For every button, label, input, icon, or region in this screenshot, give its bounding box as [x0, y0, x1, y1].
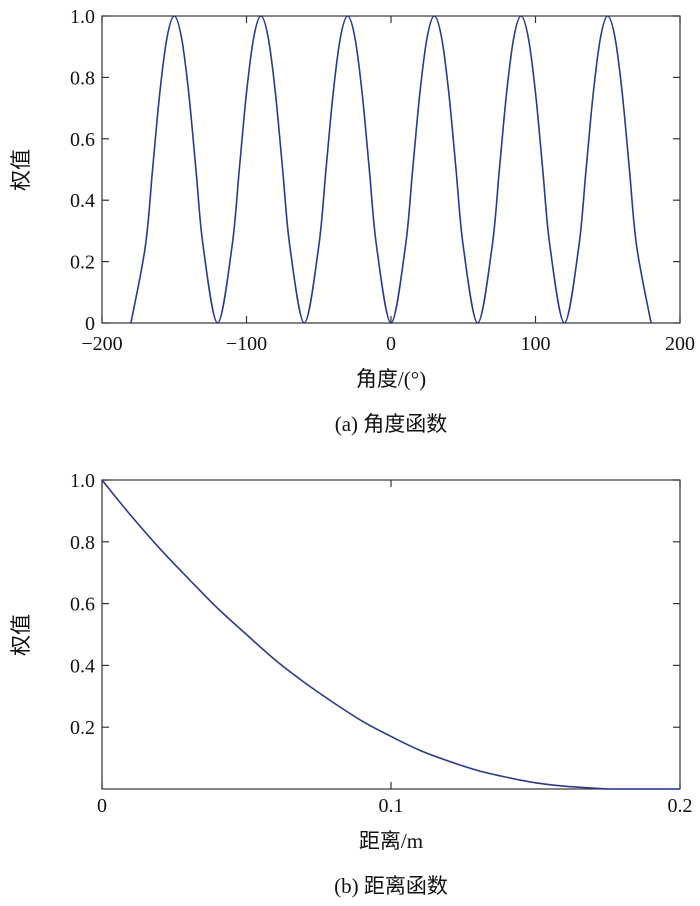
panel-a-ytick-label: 0.2 — [70, 252, 95, 274]
panel-b-ytick-label: 0.8 — [70, 532, 95, 554]
panel-a-xtick-label: 0 — [386, 333, 396, 355]
panel-a-plot-frame — [101, 15, 681, 324]
panel-b-plot-frame — [101, 479, 681, 790]
panel-a-xtick-label: −100 — [226, 333, 267, 355]
panel-b-xtick-label: 0.1 — [379, 795, 404, 817]
panel-a-ticks: −200 −100 0 100 200 0 0.2 0.4 0.6 0.8 1.0 — [70, 6, 695, 355]
panel-b-xtick-label: 0.2 — [668, 795, 693, 817]
panel-a: −200 −100 0 100 200 0 0.2 0.4 0.6 0.8 1.0 角度/(°) 权… — [9, 6, 695, 436]
panel-a-xtick-label: 200 — [665, 333, 695, 355]
panel-a-ytick-label: 0 — [85, 313, 95, 335]
panel-b: 0 0.1 0.2 0.2 0.4 0.6 0.8 1.0 距离/m 权值 (b) 距离函数 — [9, 470, 693, 898]
panel-a-ytick-label: 1.0 — [70, 6, 95, 28]
panel-a-ylabel: 权值 — [9, 149, 33, 191]
panel-a-caption: (a) 角度函数 — [335, 412, 448, 436]
panel-b-ytick-label: 0.4 — [70, 655, 95, 677]
panel-b-ytick-label: 0.6 — [70, 594, 95, 616]
panel-a-xtick-label: 100 — [521, 333, 551, 355]
panel-a-xtick-label: −200 — [81, 333, 122, 355]
panel-b-ylabel: 权值 — [9, 614, 33, 656]
panel-b-xlabel: 距离/m — [359, 829, 423, 853]
panel-b-xtick-label: 0 — [97, 795, 107, 817]
panel-b-ticks: 0 0.1 0.2 0.2 0.4 0.6 0.8 1.0 — [70, 470, 693, 817]
panel-a-series-line — [130, 15, 652, 324]
panel-b-caption: (b) 距离函数 — [334, 874, 448, 898]
panel-b-series-line — [101, 479, 680, 790]
panel-a-xlabel: 角度/(°) — [356, 367, 426, 391]
panel-a-ytick-label: 0.8 — [70, 67, 95, 89]
panel-a-ytick-label: 0.4 — [70, 190, 95, 212]
panel-a-ytick-label: 0.6 — [70, 129, 95, 151]
panel-b-ytick-label: 1.0 — [70, 470, 95, 492]
panel-b-ytick-label: 0.2 — [70, 717, 95, 739]
